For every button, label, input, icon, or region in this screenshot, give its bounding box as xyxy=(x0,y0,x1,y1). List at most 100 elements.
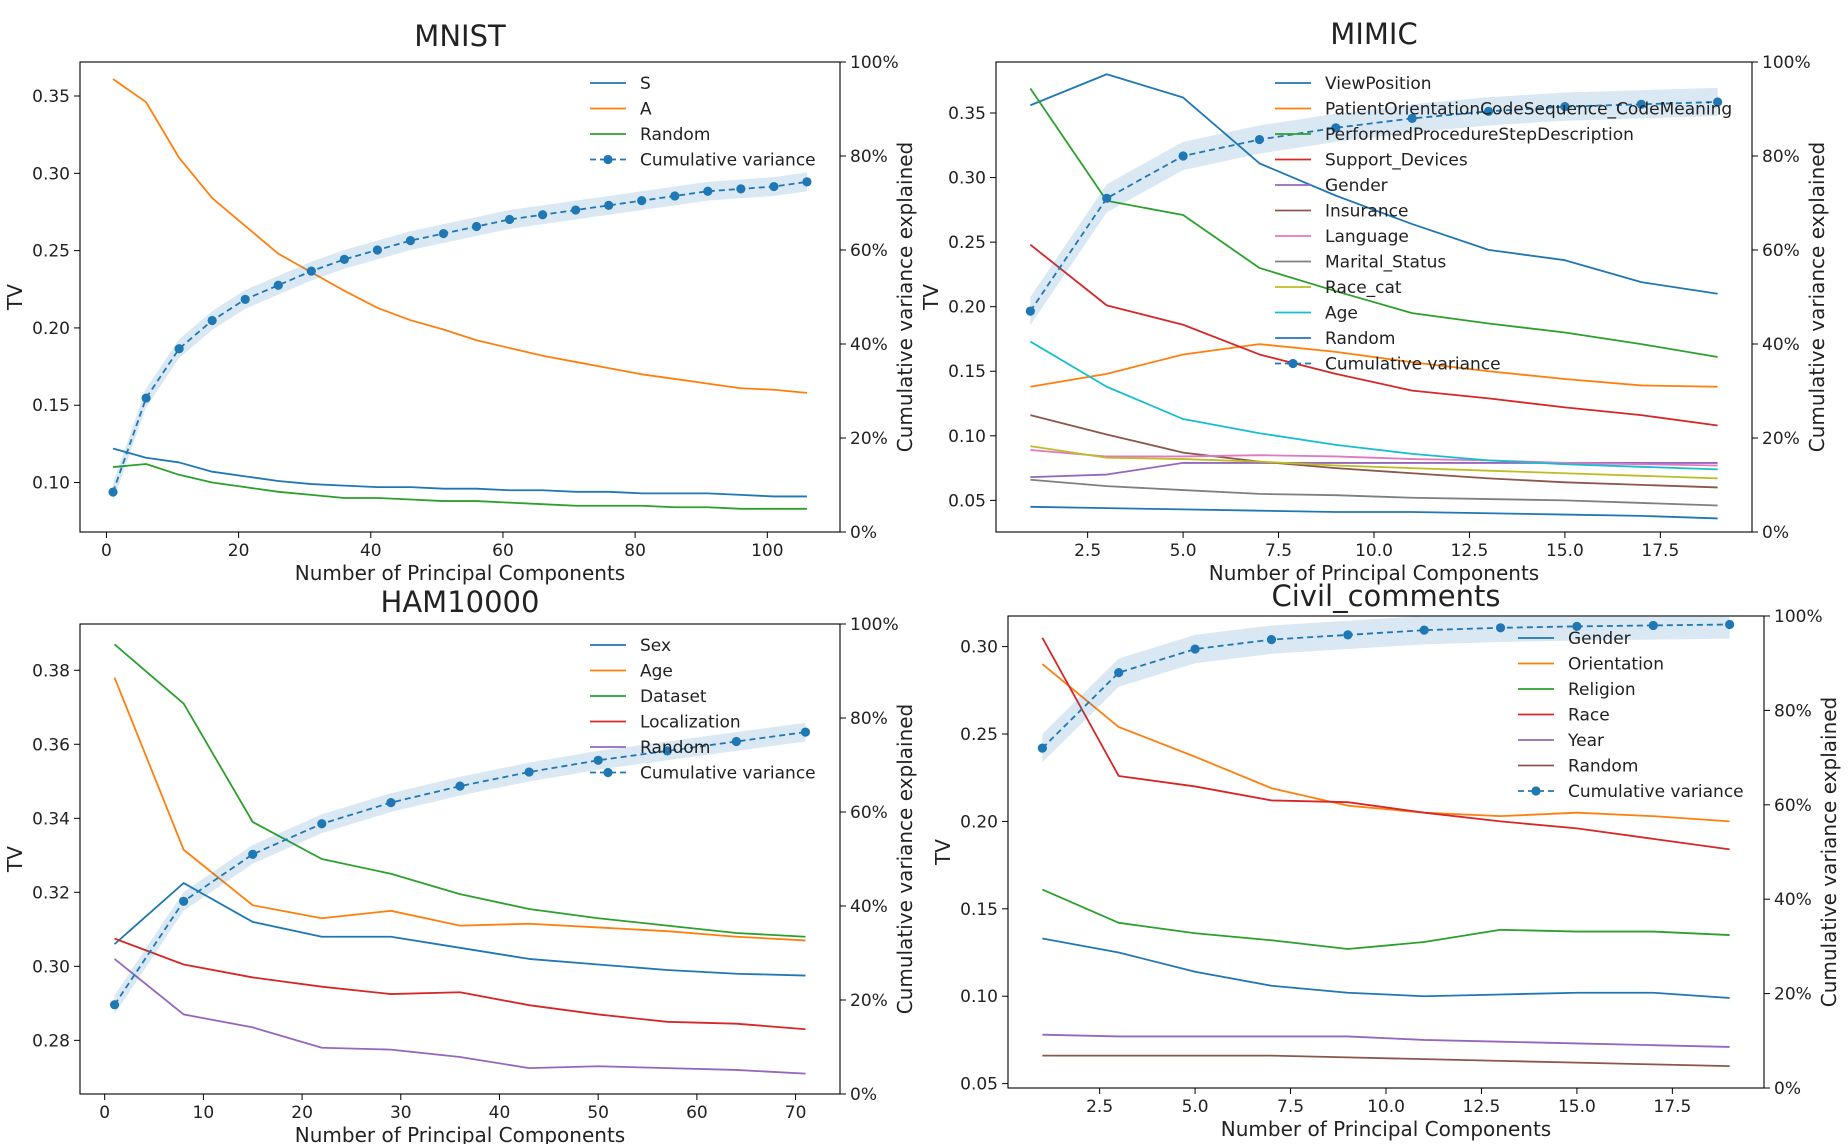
cumulative-variance-point xyxy=(571,205,581,215)
series-line-marital-status xyxy=(1030,478,1718,507)
legend-item: Dataset xyxy=(590,687,707,707)
cumulative-variance-point xyxy=(372,245,382,255)
y-axis-label: TV xyxy=(931,839,955,866)
y-tick-label: 0.30 xyxy=(32,164,70,184)
legend-label: Cumulative variance xyxy=(1568,782,1744,802)
x-tick-label: 5.0 xyxy=(1182,1097,1209,1117)
x-axis-label: Number of Principal Components xyxy=(1221,1117,1551,1141)
y-tick-label: 0.15 xyxy=(32,396,70,416)
series-line-religion xyxy=(1042,888,1730,950)
legend-label: PerformedProcedureStepDescription xyxy=(1325,125,1634,145)
x-tick-label: 2.5 xyxy=(1086,1097,1113,1117)
legend: Sex Age Dataset Localization Random Cumulativ… xyxy=(590,636,816,784)
series-line-support-devices xyxy=(1029,244,1718,427)
y-tick-label: 0.05 xyxy=(948,491,986,511)
y-tick-label: 0.35 xyxy=(948,104,986,124)
legend-label: Religion xyxy=(1568,680,1636,700)
x-tick-label: 10.0 xyxy=(1367,1097,1405,1117)
series-line-age xyxy=(1029,340,1718,471)
legend-item: Localization xyxy=(590,713,741,733)
legend-label: S xyxy=(640,74,651,94)
cumulative-variance-point xyxy=(1725,619,1735,630)
y-tick-label: 0.25 xyxy=(960,725,998,745)
legend-label: Cumulative variance xyxy=(640,764,816,784)
cumulative-variance-point xyxy=(769,181,779,192)
y2-tick-label: 100% xyxy=(1762,53,1811,73)
series-line-insurance xyxy=(1030,414,1718,489)
x-tick-label: 7.5 xyxy=(1265,541,1292,561)
legend-label: Race_cat xyxy=(1325,278,1402,298)
legend-swatch-marker xyxy=(1531,786,1541,796)
x-tick-label: 0 xyxy=(101,541,112,561)
x-tick-label: 10 xyxy=(193,1103,215,1123)
series-line-random xyxy=(1042,1054,1730,1068)
y-axis-label: TV xyxy=(919,284,943,311)
cumulative-variance-point xyxy=(207,315,217,326)
y-tick-label: 0.32 xyxy=(32,883,70,903)
y2-tick-label: 60% xyxy=(850,803,888,823)
legend: Gender Orientation Religion Race Year Random C… xyxy=(1518,629,1744,802)
cumulative-variance-point xyxy=(1483,106,1494,116)
x-tick-label: 70 xyxy=(785,1103,807,1123)
x-tick-label: 2.5 xyxy=(1074,541,1101,561)
legend-label: Random xyxy=(640,738,710,758)
legend-label: ViewPosition xyxy=(1325,74,1432,94)
y-tick-label: 0.15 xyxy=(948,362,986,382)
legend-label: Cumulative variance xyxy=(640,151,816,171)
legend-label: Random xyxy=(1568,757,1638,777)
y-axis-label: TV xyxy=(3,846,27,873)
cumulative-variance-point xyxy=(1419,625,1429,635)
legend-item: Sex xyxy=(590,636,671,656)
cumulative-variance-point xyxy=(662,746,672,756)
cumulative-variance-point xyxy=(637,196,647,206)
series-line-race xyxy=(1041,637,1730,851)
cumulative-variance-point xyxy=(703,186,713,196)
y-tick-label: 0.10 xyxy=(32,474,70,494)
chart-ham10000: HAM10000 0 10 20 30 40 50 60 70 0.28 0.30 0.32 0.34 0… xyxy=(3,585,917,1147)
y2-tick-label: 80% xyxy=(850,709,888,729)
legend-item: Random xyxy=(590,738,710,758)
series-line-year xyxy=(1042,1033,1730,1048)
y2-tick-label: 20% xyxy=(1762,429,1800,449)
cumulative-variance-point xyxy=(593,755,603,765)
cumulative-variance-point xyxy=(1102,193,1112,203)
cumulative-variance-point xyxy=(174,344,184,354)
cumulative-variance-line xyxy=(112,180,808,493)
cumulative-variance-point xyxy=(524,767,534,777)
legend-label: Support_Devices xyxy=(1325,151,1468,171)
legend-item: Random xyxy=(1275,329,1395,349)
legend-item: Race_cat xyxy=(1275,278,1402,298)
cumulative-variance-point xyxy=(1190,644,1200,654)
y2-tick-label: 0% xyxy=(850,523,877,543)
chart-title: MNIST xyxy=(414,19,506,53)
legend-item: Race xyxy=(1518,706,1610,726)
cumulative-variance-point xyxy=(455,781,465,791)
cumulative-variance-point xyxy=(438,228,449,239)
legend-label: Gender xyxy=(1568,629,1631,649)
legend-label: A xyxy=(640,100,652,120)
y-tick-label: 0.15 xyxy=(960,900,998,920)
plot-frame xyxy=(79,623,841,1095)
y2-tick-label: 40% xyxy=(850,897,888,917)
y-tick-label: 0.20 xyxy=(960,812,998,832)
x-tick-label: 20 xyxy=(291,1103,313,1123)
plot-frame xyxy=(1007,615,1765,1089)
cumulative-variance-point xyxy=(339,254,349,264)
y2-tick-label: 100% xyxy=(850,615,899,635)
series-line-a xyxy=(112,78,808,394)
legend-item: Age xyxy=(590,662,673,682)
series-line-random xyxy=(1030,505,1718,520)
y2-tick-label: 40% xyxy=(850,335,888,355)
legend-item: ViewPosition xyxy=(1275,74,1432,94)
cumulative-variance-point xyxy=(141,393,151,403)
cumulative-variance-point xyxy=(1495,623,1506,633)
y2-tick-label: 60% xyxy=(850,241,888,261)
legend-label: Localization xyxy=(640,713,741,733)
series-line-race-cat xyxy=(1030,445,1718,480)
legend: SA Random Cumulative variance xyxy=(590,74,816,171)
cumulative-variance-point xyxy=(471,221,482,232)
y2-tick-label: 60% xyxy=(1762,241,1800,261)
series-line-performedprocedurestepdescription xyxy=(1029,87,1718,358)
x-tick-label: 5.0 xyxy=(1170,541,1197,561)
